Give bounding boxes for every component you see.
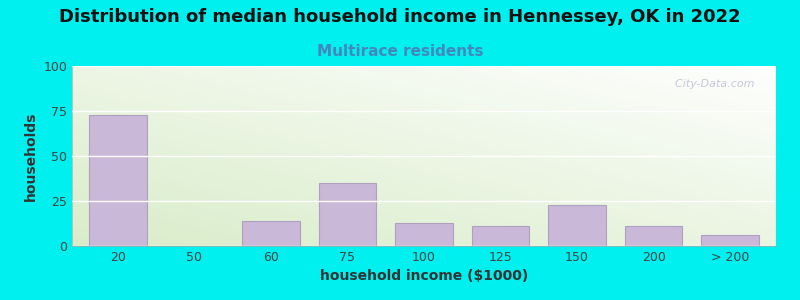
Text: City-Data.com: City-Data.com bbox=[668, 79, 755, 88]
Bar bbox=[395, 223, 453, 246]
Bar bbox=[548, 205, 606, 246]
Text: Multirace residents: Multirace residents bbox=[317, 44, 483, 59]
Bar bbox=[625, 226, 682, 246]
Bar bbox=[702, 235, 758, 246]
Text: Distribution of median household income in Hennessey, OK in 2022: Distribution of median household income … bbox=[59, 8, 741, 26]
Bar bbox=[242, 221, 300, 246]
X-axis label: household income ($1000): household income ($1000) bbox=[320, 269, 528, 284]
Y-axis label: households: households bbox=[24, 111, 38, 201]
Bar bbox=[90, 115, 146, 246]
Bar bbox=[318, 183, 376, 246]
Bar bbox=[472, 226, 530, 246]
